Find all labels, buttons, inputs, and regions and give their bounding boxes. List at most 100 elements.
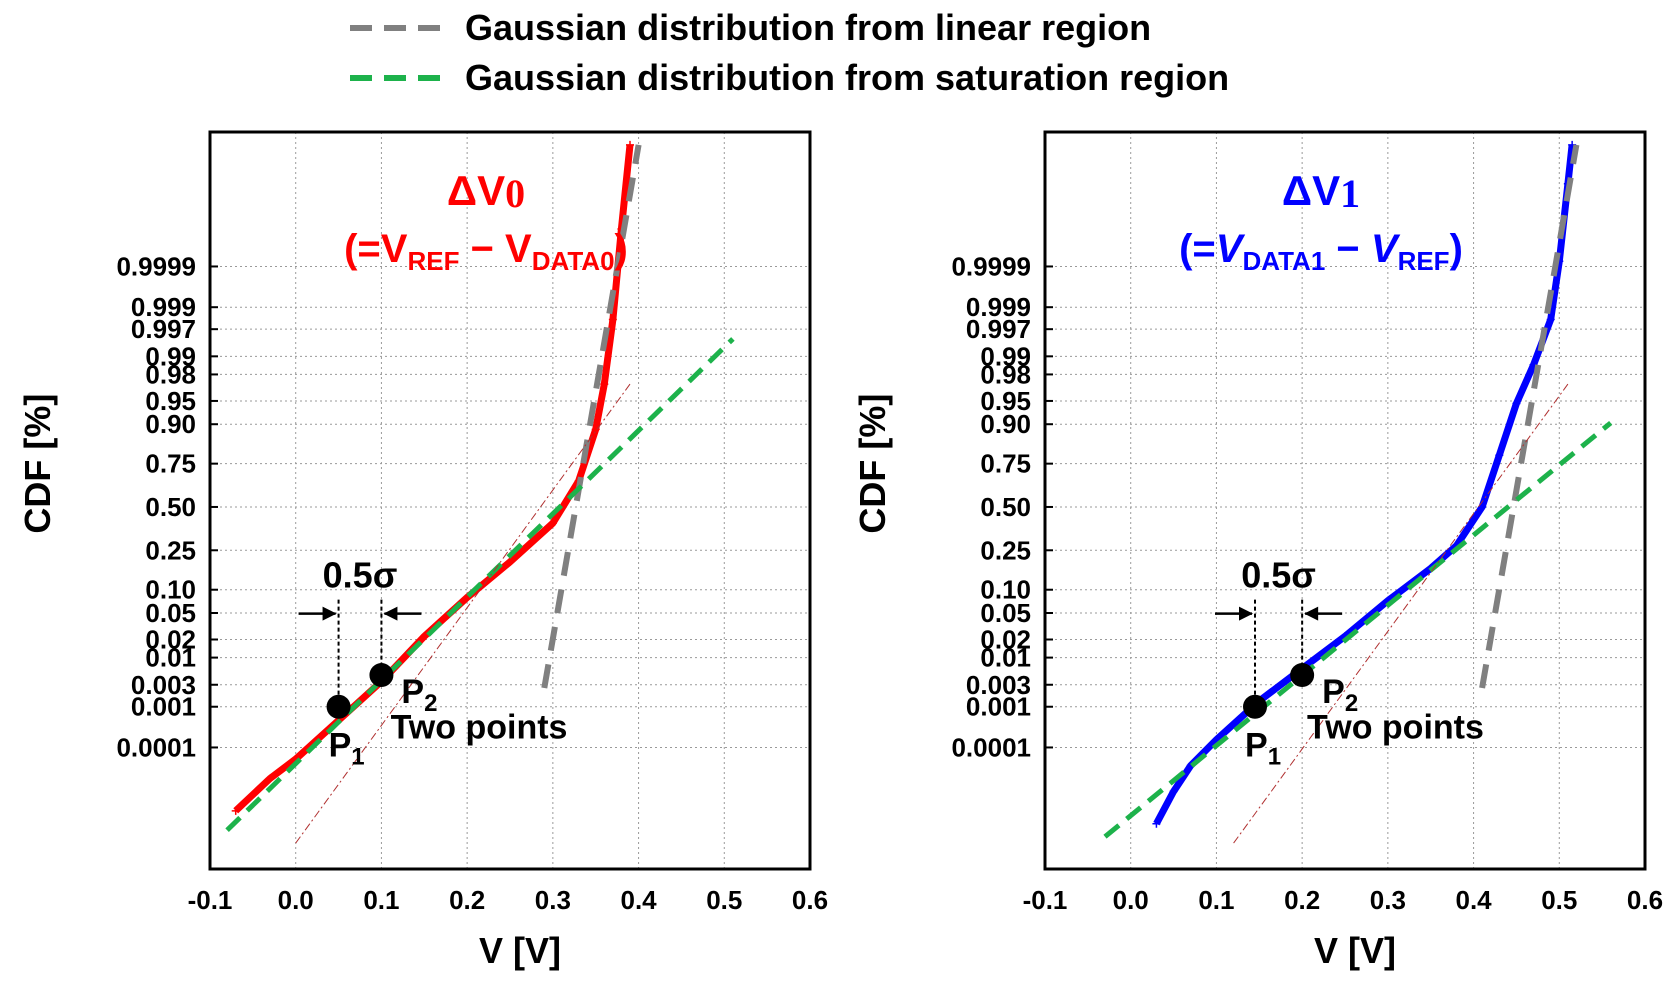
y-tick-label: 0.95 xyxy=(145,386,196,416)
point-p2-label: P2 xyxy=(401,673,437,717)
y-tick-label: 0.10 xyxy=(980,575,1031,605)
y-axis-title: CDF [%] xyxy=(852,394,893,534)
data-point-marker xyxy=(506,557,514,566)
x-tick-label: 0.2 xyxy=(1284,885,1320,915)
panel-title-text: V xyxy=(1371,227,1401,271)
y-tick-label: 0.0001 xyxy=(116,732,196,762)
panel-title-text: V xyxy=(1216,227,1246,271)
y-tick-label: 0.95 xyxy=(980,386,1031,416)
y-tick-label: 0.001 xyxy=(966,692,1031,722)
reference-thin-line xyxy=(295,383,631,844)
point-p1-label: P1 xyxy=(1245,727,1281,771)
x-tick-label: 0.0 xyxy=(1113,885,1149,915)
data-point-marker xyxy=(1169,787,1178,796)
y-tick-label: 0.02 xyxy=(980,624,1031,654)
y-tick-label: 0.999 xyxy=(966,292,1031,322)
chart-panel-left: -0.1 0.0 0.1 0.2 0.3 0.4 0.5 0.60.99990.9990.99… xyxy=(17,130,828,971)
y-tick-label: 0.01 xyxy=(980,643,1031,673)
reference-thin-line xyxy=(1233,383,1569,844)
x-tick-label: 0.4 xyxy=(620,885,657,915)
data-point-marker xyxy=(591,425,600,434)
panel-title-delta: ΔV xyxy=(1282,167,1340,214)
x-tick-label: 0.5 xyxy=(706,885,742,915)
x-tick-label: 0.5 xyxy=(1541,885,1577,915)
x-tick-label: -0.1 xyxy=(1023,885,1068,915)
x-tick-label: 0.6 xyxy=(1627,885,1663,915)
sigma-label: 0.5σ xyxy=(323,555,398,596)
y-tick-label: 0.01 xyxy=(145,643,196,673)
y-tick-label: 0.003 xyxy=(131,670,196,700)
panel-title-subscript: REF xyxy=(407,246,459,276)
point-p2-marker xyxy=(1290,663,1315,688)
linear-gaussian-fit-line xyxy=(541,144,642,689)
point-p2-marker xyxy=(369,663,394,688)
sigma-label: 0.5σ xyxy=(1241,555,1316,596)
panel-title-subscript: DATA0 xyxy=(532,246,615,276)
panel-title-text: − xyxy=(1325,227,1371,271)
x-tick-label: 0.3 xyxy=(1370,885,1406,915)
data-point-marker xyxy=(420,632,429,641)
y-tick-label: 0.05 xyxy=(145,598,196,628)
y-tick-label: 0.98 xyxy=(145,359,196,389)
y-tick-label: 0.10 xyxy=(145,575,196,605)
x-tick-label: 0.1 xyxy=(363,885,399,915)
data-point-marker xyxy=(266,774,274,783)
x-tick-label: 0.1 xyxy=(1198,885,1234,915)
data-point-marker xyxy=(231,806,240,815)
y-tick-label: 0.0001 xyxy=(951,732,1031,762)
data-point-marker xyxy=(608,315,617,324)
panel-title-index: 1 xyxy=(1340,171,1360,216)
y-tick-label: 0.99 xyxy=(980,341,1031,371)
y-tick-label: 0.50 xyxy=(980,492,1031,522)
y-tick-label: 0.75 xyxy=(980,449,1031,479)
y-tick-label: 0.90 xyxy=(145,409,196,439)
y-tick-label: 0.001 xyxy=(131,692,196,722)
panel-title-expression: (=VDATA1 − VREF) xyxy=(1179,227,1463,276)
point-p2-letter: P xyxy=(401,673,424,711)
sigma-arrowhead-left xyxy=(322,606,337,621)
data-point-marker xyxy=(600,380,609,389)
point-p2-subscript: 2 xyxy=(424,690,437,717)
panel-title-index: 0 xyxy=(505,171,525,216)
y-tick-label: 0.25 xyxy=(145,535,196,565)
point-p1-letter: P xyxy=(329,727,352,765)
two-points-label: Two points xyxy=(391,709,568,747)
panel-title-subscript: DATA1 xyxy=(1242,246,1325,276)
panel-title-text: ) xyxy=(1450,227,1463,271)
linear-gaussian-fit-line xyxy=(1479,144,1580,689)
panel-title-symbol: ΔV1 xyxy=(1282,167,1360,216)
y-tick-label: 0.9999 xyxy=(951,251,1031,281)
panel-title-text: ) xyxy=(615,227,628,271)
panel-title-symbol: ΔV0 xyxy=(447,167,525,216)
data-point-marker xyxy=(626,140,634,149)
x-tick-label: 0.2 xyxy=(449,885,485,915)
point-p1-subscript: 1 xyxy=(1268,744,1281,771)
panel-title-text: − V xyxy=(459,227,532,271)
point-p1-label: P1 xyxy=(329,727,365,771)
point-p1-marker xyxy=(326,694,351,719)
legend-label: Gaussian distribution from saturation re… xyxy=(465,57,1229,98)
point-p2-label: P2 xyxy=(1322,673,1358,717)
legend: Gaussian distribution from linear region… xyxy=(350,7,1229,98)
legend-label: Gaussian distribution from linear region xyxy=(465,7,1151,48)
y-tick-label: 0.25 xyxy=(980,535,1031,565)
x-tick-label: 0.4 xyxy=(1455,885,1492,915)
sigma-arrowhead-right xyxy=(1304,606,1319,621)
panel-title-text: (= xyxy=(1179,227,1216,271)
x-tick-label: 0.6 xyxy=(792,885,828,915)
panel-title-expression: (=VREF − VDATA0) xyxy=(344,227,628,276)
data-point-marker xyxy=(1478,502,1487,511)
data-point-marker xyxy=(1546,315,1555,324)
y-tick-label: 0.75 xyxy=(145,449,196,479)
plot-frame xyxy=(1043,130,1647,871)
plot-frame xyxy=(208,130,812,871)
sigma-arrowhead-right xyxy=(383,606,398,621)
data-point-marker xyxy=(1512,399,1521,408)
data-point-marker xyxy=(548,519,557,528)
y-axis-title: CDF [%] xyxy=(17,394,58,534)
y-tick-label: 0.003 xyxy=(966,670,1031,700)
point-p1-subscript: 1 xyxy=(351,744,364,771)
point-p2-subscript: 2 xyxy=(1345,690,1358,717)
panel-title-subscript: REF xyxy=(1398,246,1450,276)
y-tick-label: 0.999 xyxy=(131,292,196,322)
